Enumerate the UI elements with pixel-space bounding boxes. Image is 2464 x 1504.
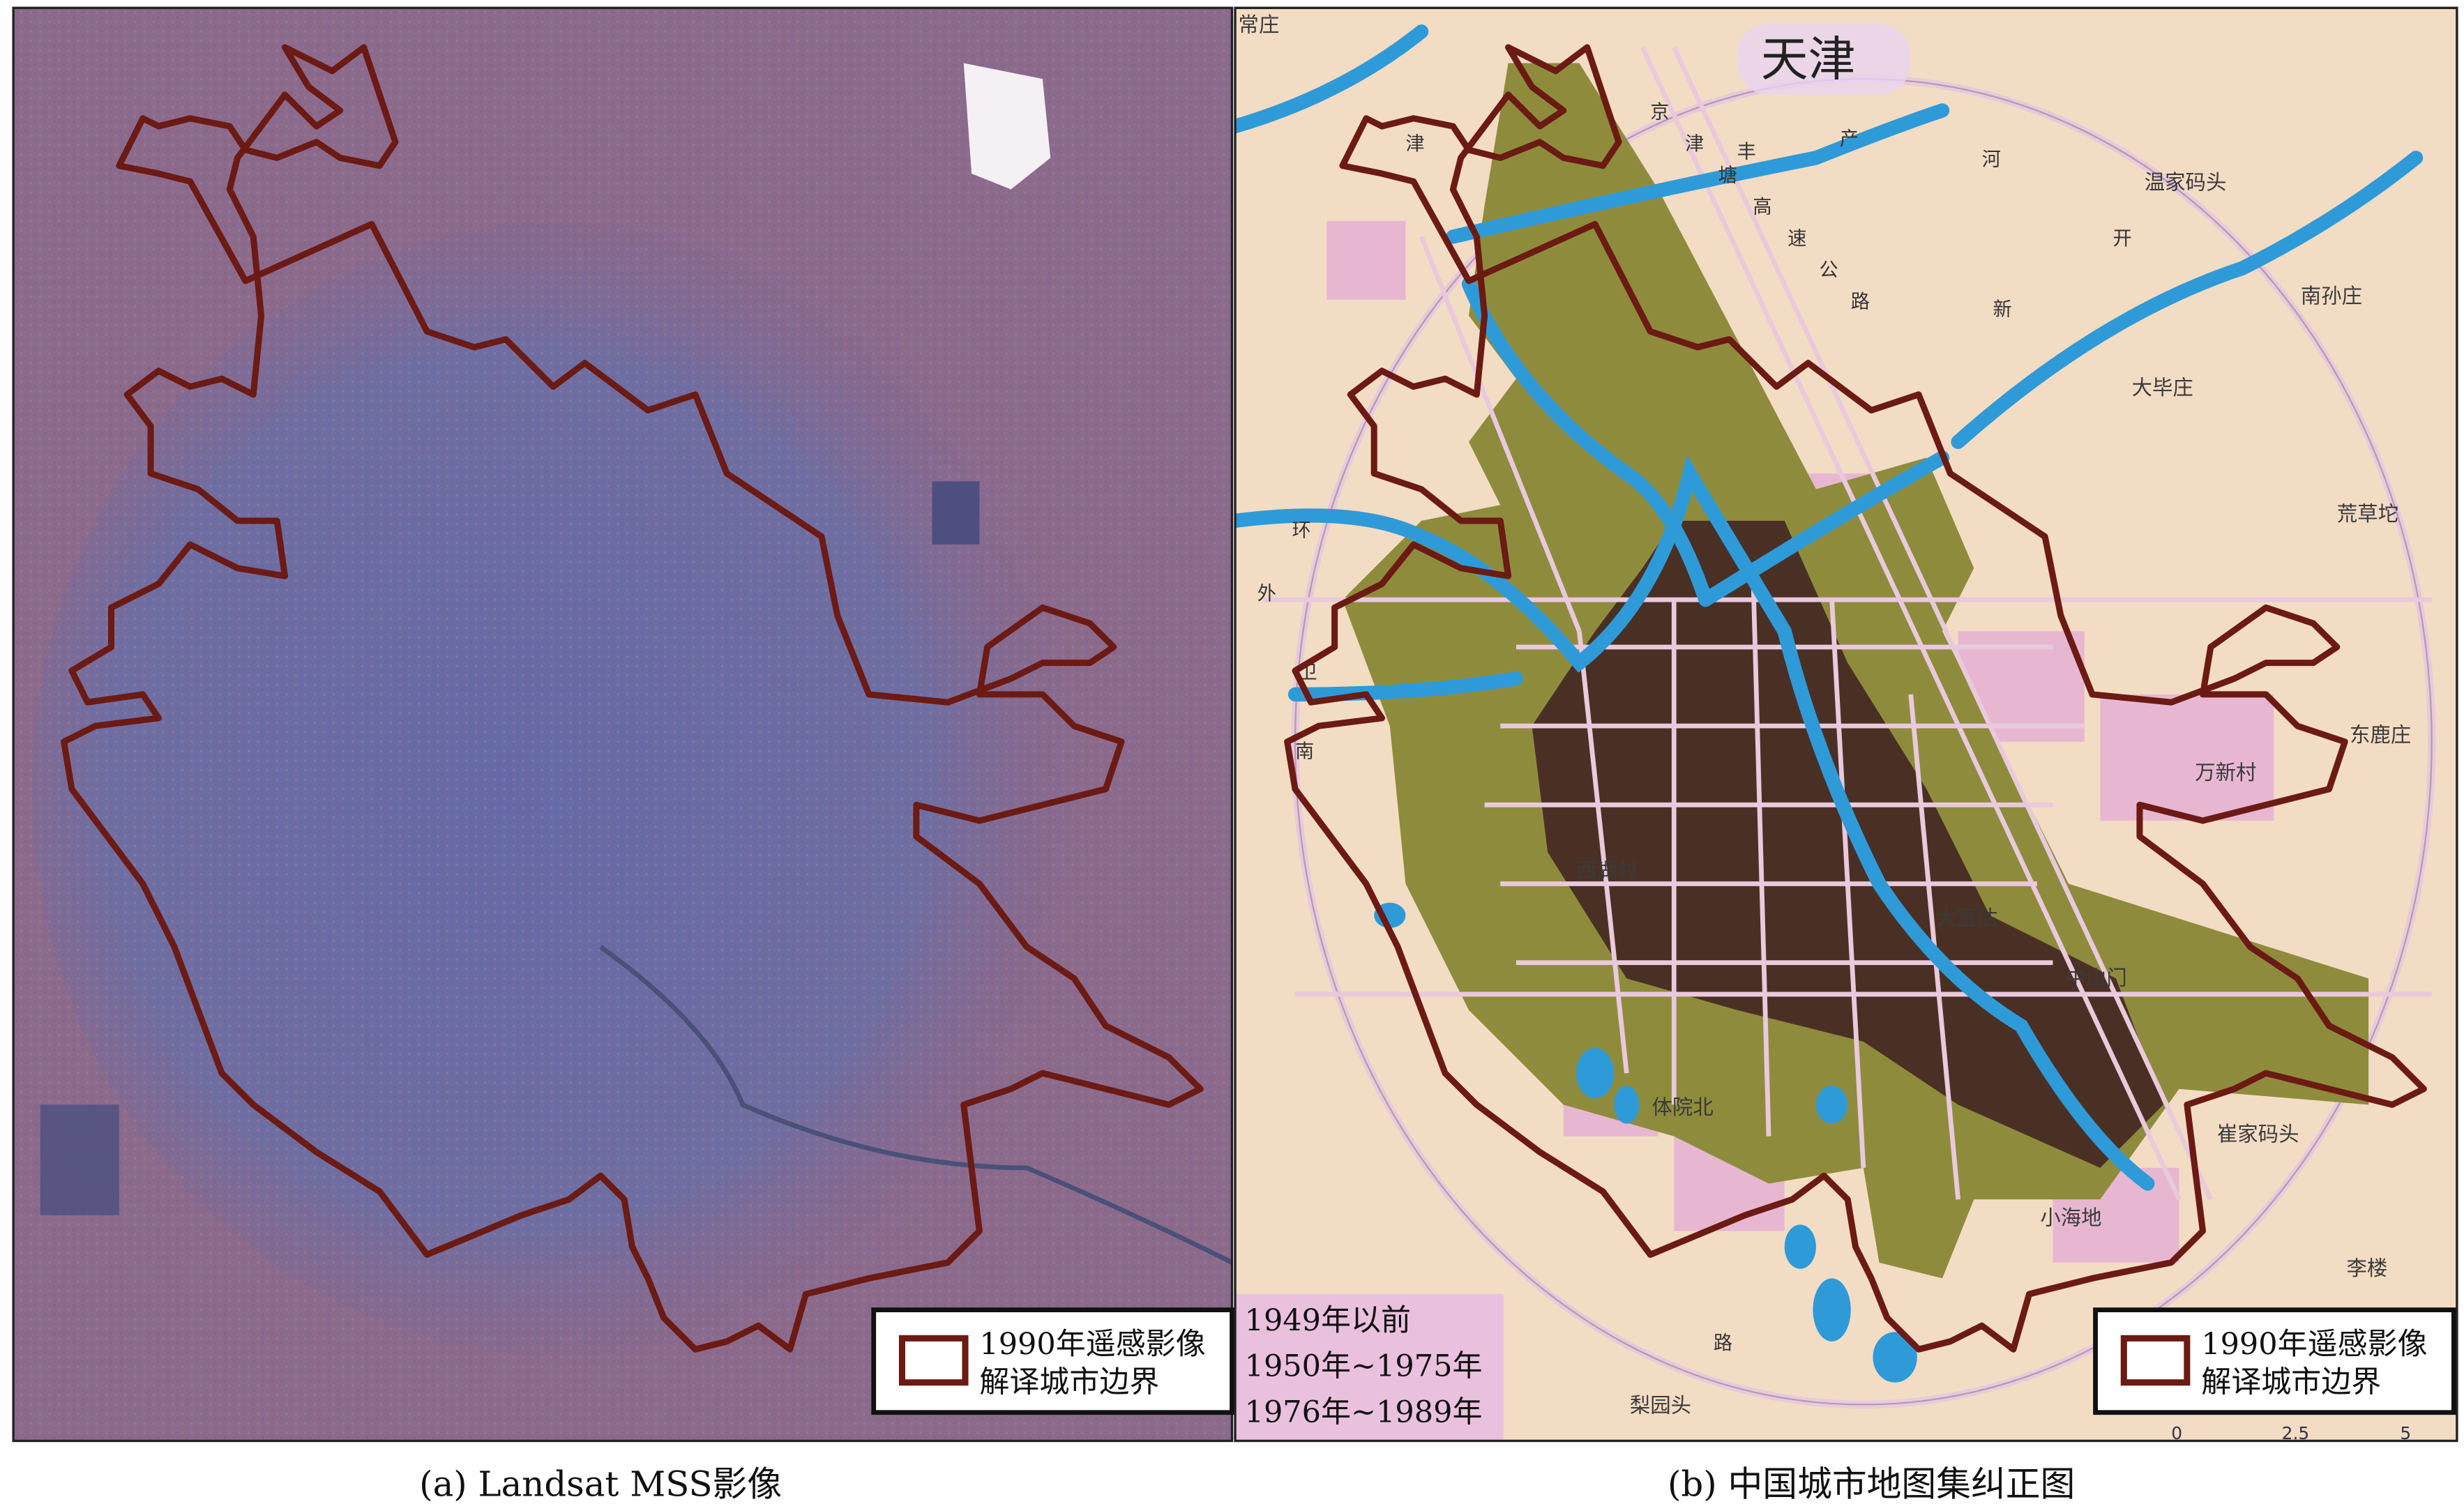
map-title: 天津 — [1761, 33, 1856, 88]
place-label: 崔家码头 — [2217, 1122, 2299, 1146]
legend-a: 1990年遥感影像 解译城市边界 — [871, 1307, 1234, 1415]
area-1950-1975 — [1342, 63, 2369, 1279]
road-label: 环 — [1292, 520, 1311, 542]
period-legend: 1949年以前 1950年~1975年 1976年~1989年 — [1235, 1293, 1504, 1441]
place-label: 温家码头 — [2145, 171, 2227, 195]
boundary-swatch-icon — [2120, 1335, 2191, 1386]
place-labels: 常庄 温家码头 南孙庄 大毕庄 荒草坨 万新村 中山门 小海地 李楼 西湖村 体… — [1239, 13, 2412, 1417]
boundary-swatch-icon — [898, 1335, 969, 1386]
road-label: 速 — [1787, 228, 1806, 250]
legend-line2: 解译城市边界 — [979, 1365, 1159, 1399]
road-label: 京 — [1650, 102, 1669, 123]
panel-b-city-map: 天津 常庄 温家码头 南孙庄 大毕庄 荒草坨 万新村 中山门 小海地 李楼 西湖… — [1235, 8, 2457, 1443]
legend-line2: 解译城市边界 — [2201, 1365, 2381, 1399]
road-label: 河 — [1982, 149, 2001, 171]
period-item: 1949年以前 — [1245, 1303, 1411, 1338]
road-label: 开 — [2112, 228, 2131, 250]
road-label: 产 — [1840, 128, 1859, 150]
road-label: 路 — [1851, 291, 1870, 312]
scale-label: 0 — [2171, 1423, 2182, 1443]
road-label: 新 — [1993, 299, 2011, 321]
scale-bar: 0 2.5 5 — [2171, 1423, 2411, 1443]
caption-b: (b) 中国城市地图集纠正图 — [1668, 1464, 2075, 1504]
road-label: 南 — [1295, 740, 1314, 762]
place-label: 西湖村 — [1576, 858, 1638, 882]
road-labels: 京 津 塘 高 速 公 路 丰 产 河 新 开 外 环 卫 津 南 路 — [1257, 102, 2132, 1354]
road-label: 丰 — [1737, 141, 1756, 162]
panel-a-landsat-image — [13, 8, 1232, 1441]
bright-patch — [963, 63, 1051, 190]
road-label: 高 — [1753, 197, 1771, 218]
street-grid — [1263, 46, 2432, 1201]
place-label: 常庄 — [1239, 13, 1280, 36]
place-label: 荒草坨 — [2337, 502, 2398, 526]
road-label: 津 — [1685, 133, 1704, 155]
lakes — [1374, 902, 1917, 1383]
place-label: 小海地 — [2040, 1206, 2101, 1229]
road-label: 路 — [1714, 1332, 1732, 1354]
road-label: 津 — [1405, 133, 1424, 155]
place-label: 梨园头 — [1630, 1394, 1691, 1418]
period-item: 1976年~1989年 — [1245, 1395, 1483, 1429]
place-label: 大毕庄 — [2132, 376, 2193, 400]
caption-a: (a) Landsat MSS影像 — [419, 1464, 782, 1504]
period-item: 1950年~1975年 — [1245, 1349, 1483, 1384]
place-label: 万新村 — [2195, 761, 2256, 784]
place-label: 东鹿庄 — [2350, 723, 2411, 747]
legend-line1: 1990年遥感影像 — [979, 1327, 1205, 1362]
scale-label: 5 — [2400, 1423, 2411, 1443]
rivers — [1235, 24, 2424, 1191]
legend-b: 1990年遥感影像 解译城市边界 — [2093, 1307, 2456, 1415]
road-label: 外 — [1257, 583, 1276, 605]
legend-line1: 1990年遥感影像 — [2201, 1327, 2427, 1362]
place-label: 南孙庄 — [2301, 284, 2362, 308]
scale-label: 2.5 — [2282, 1423, 2310, 1443]
place-label: 大直沽 — [1936, 906, 1997, 929]
road-label: 公 — [1819, 259, 1838, 281]
place-label: 中山门 — [2066, 966, 2127, 989]
road-label: 塘 — [1718, 165, 1737, 186]
place-label: 体院北 — [1652, 1095, 1714, 1119]
place-label: 李楼 — [2346, 1256, 2387, 1280]
